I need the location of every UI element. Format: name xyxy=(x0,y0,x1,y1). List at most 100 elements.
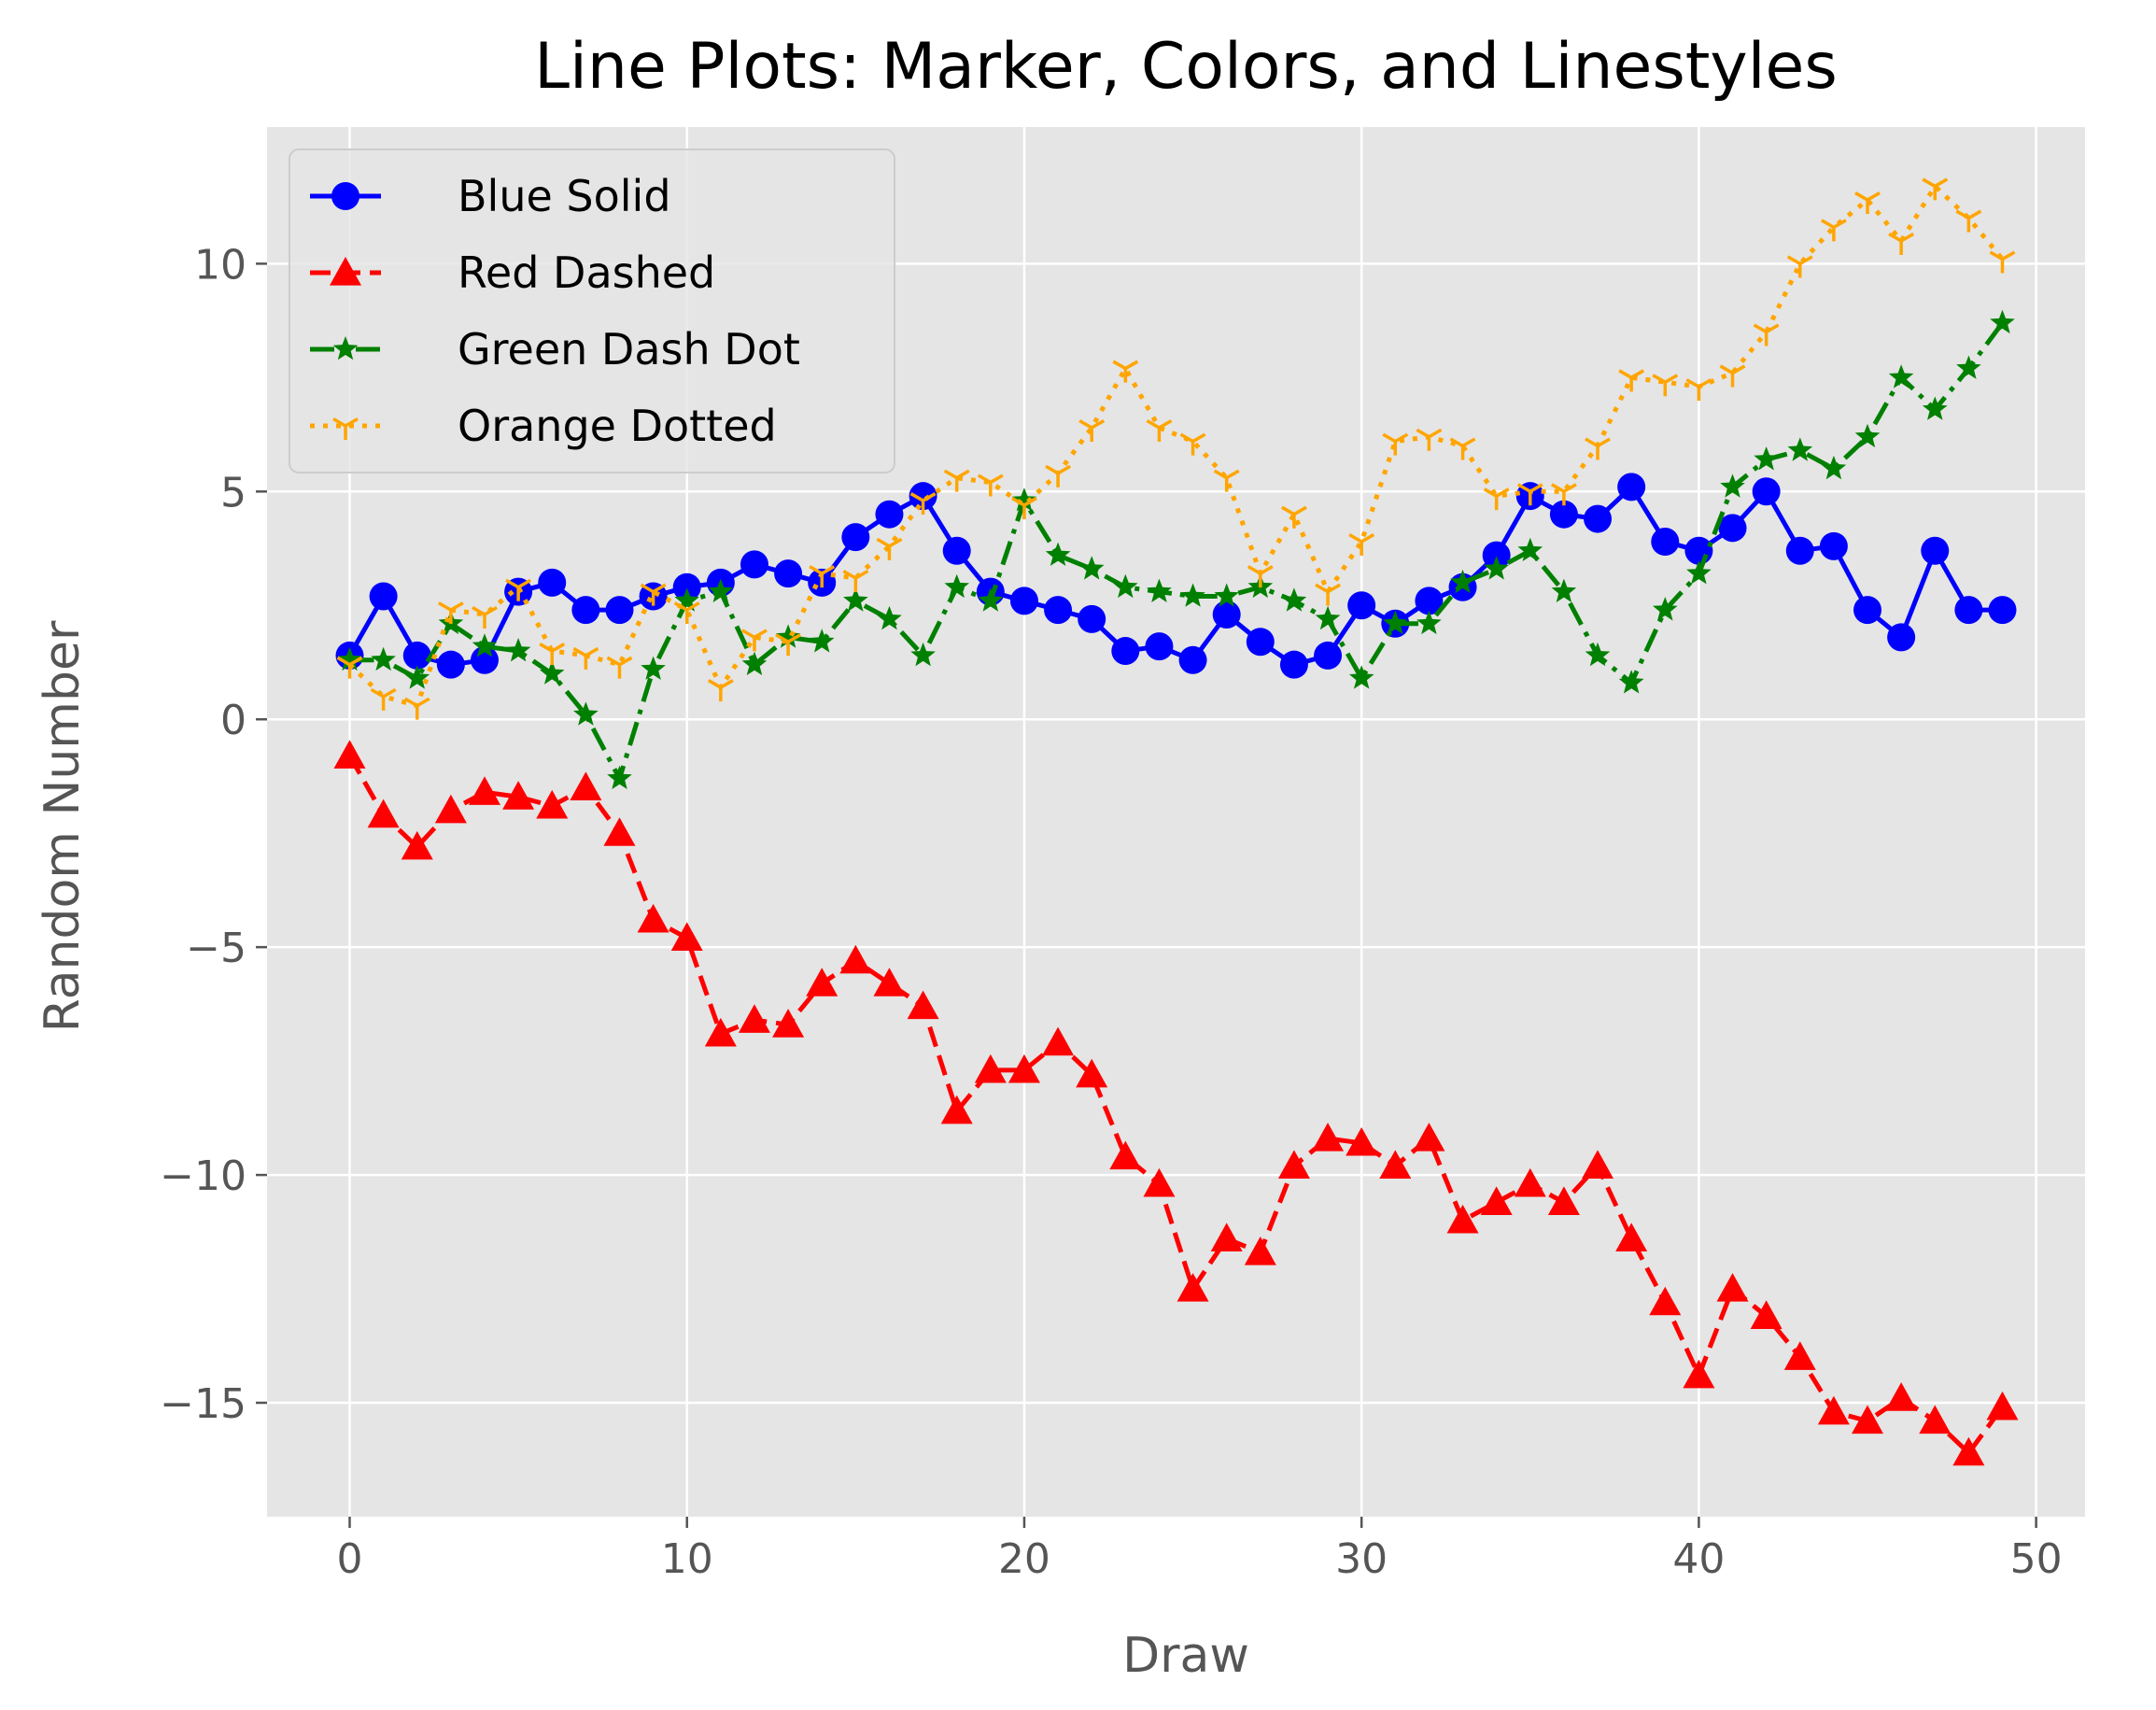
data-point xyxy=(1078,556,1105,580)
data-point xyxy=(1246,628,1275,657)
data-point xyxy=(1415,586,1444,615)
data-point xyxy=(1009,586,1038,615)
data-point xyxy=(1078,418,1106,442)
data-point xyxy=(1550,483,1577,506)
data-point xyxy=(472,633,498,657)
data-point xyxy=(1042,1026,1075,1056)
y-tick-label: −5 xyxy=(186,925,247,972)
data-point xyxy=(1921,536,1950,565)
data-point xyxy=(1585,437,1611,460)
legend-item: Orange Dotted xyxy=(310,401,777,451)
data-point xyxy=(1783,1341,1816,1370)
data-point xyxy=(371,646,396,671)
data-point xyxy=(536,789,569,819)
data-point xyxy=(1147,578,1172,602)
data-point xyxy=(1887,623,1916,652)
data-point xyxy=(1279,650,1308,679)
data-point xyxy=(1045,464,1071,488)
data-point xyxy=(606,656,633,679)
data-point xyxy=(1653,597,1678,621)
data-point xyxy=(940,1095,973,1124)
data-point xyxy=(402,641,431,670)
data-point xyxy=(1852,1405,1884,1434)
data-point xyxy=(839,944,872,974)
data-point xyxy=(1547,1186,1580,1215)
y-tick-label: 0 xyxy=(220,697,247,744)
data-point xyxy=(1582,1150,1614,1179)
data-point xyxy=(370,687,397,711)
chart-title: Line Plots: Marker, Colors, and Linestyl… xyxy=(534,30,1838,104)
data-point xyxy=(1952,1436,1985,1466)
data-point xyxy=(1078,604,1106,633)
data-point xyxy=(1986,1391,2019,1420)
legend-label: Orange Dotted xyxy=(458,401,777,451)
series-line xyxy=(347,183,2005,709)
x-tick-label: 50 xyxy=(2010,1535,2063,1583)
data-point xyxy=(673,601,700,625)
data-point xyxy=(1045,542,1071,566)
legend-item: Green Dash Dot xyxy=(310,324,800,375)
data-point xyxy=(1111,637,1140,666)
data-point xyxy=(1888,232,1915,255)
data-point xyxy=(1212,601,1241,629)
data-point xyxy=(1785,536,1814,565)
data-point xyxy=(1618,369,1645,392)
data-point xyxy=(1753,323,1780,346)
data-point xyxy=(942,536,971,565)
data-point xyxy=(1649,1286,1682,1316)
data-point xyxy=(1076,1058,1108,1088)
data-point xyxy=(1854,423,1881,448)
data-point xyxy=(401,830,433,860)
data-point xyxy=(1888,364,1914,389)
data-point xyxy=(1853,596,1882,625)
x-axis-label: Draw xyxy=(1122,1628,1249,1684)
data-point xyxy=(772,1009,805,1038)
data-point xyxy=(468,776,500,805)
data-point xyxy=(1514,1167,1546,1197)
data-point xyxy=(740,550,768,579)
data-point xyxy=(1244,1237,1276,1265)
data-point xyxy=(1379,1150,1412,1179)
data-point xyxy=(605,596,634,625)
data-point xyxy=(774,559,803,588)
data-point xyxy=(809,629,835,653)
data-point xyxy=(672,572,701,601)
data-point xyxy=(1312,1123,1345,1152)
data-point xyxy=(332,417,359,440)
data-point xyxy=(1277,1150,1310,1179)
data-point xyxy=(1919,1405,1952,1434)
data-point xyxy=(1719,364,1746,388)
data-point xyxy=(640,583,667,606)
data-point xyxy=(1988,596,2017,625)
series-layer xyxy=(333,177,2019,1466)
data-point xyxy=(505,638,531,662)
data-point xyxy=(1314,641,1343,670)
data-point xyxy=(875,500,904,529)
y-tick-label: −10 xyxy=(160,1152,247,1200)
data-point xyxy=(1686,560,1712,585)
x-tick-label: 10 xyxy=(661,1535,713,1583)
data-point xyxy=(775,624,801,648)
legend-box xyxy=(289,148,895,473)
data-point xyxy=(1143,1167,1176,1197)
data-point xyxy=(1617,473,1646,502)
data-point xyxy=(708,578,734,602)
data-point xyxy=(1247,565,1274,588)
data-point xyxy=(1551,578,1577,602)
data-point xyxy=(1210,1222,1243,1251)
data-point xyxy=(603,817,636,846)
data-point xyxy=(1416,428,1443,451)
data-point xyxy=(775,633,802,657)
data-point xyxy=(1618,670,1644,694)
data-point xyxy=(741,651,768,675)
data-point xyxy=(336,656,363,679)
x-tick-label: 0 xyxy=(337,1535,363,1583)
data-point xyxy=(1112,360,1139,383)
data-point xyxy=(1480,1186,1513,1215)
data-point xyxy=(332,336,359,360)
data-point xyxy=(436,650,465,679)
data-point xyxy=(434,794,467,824)
data-point xyxy=(977,473,1004,497)
data-point xyxy=(741,629,768,652)
